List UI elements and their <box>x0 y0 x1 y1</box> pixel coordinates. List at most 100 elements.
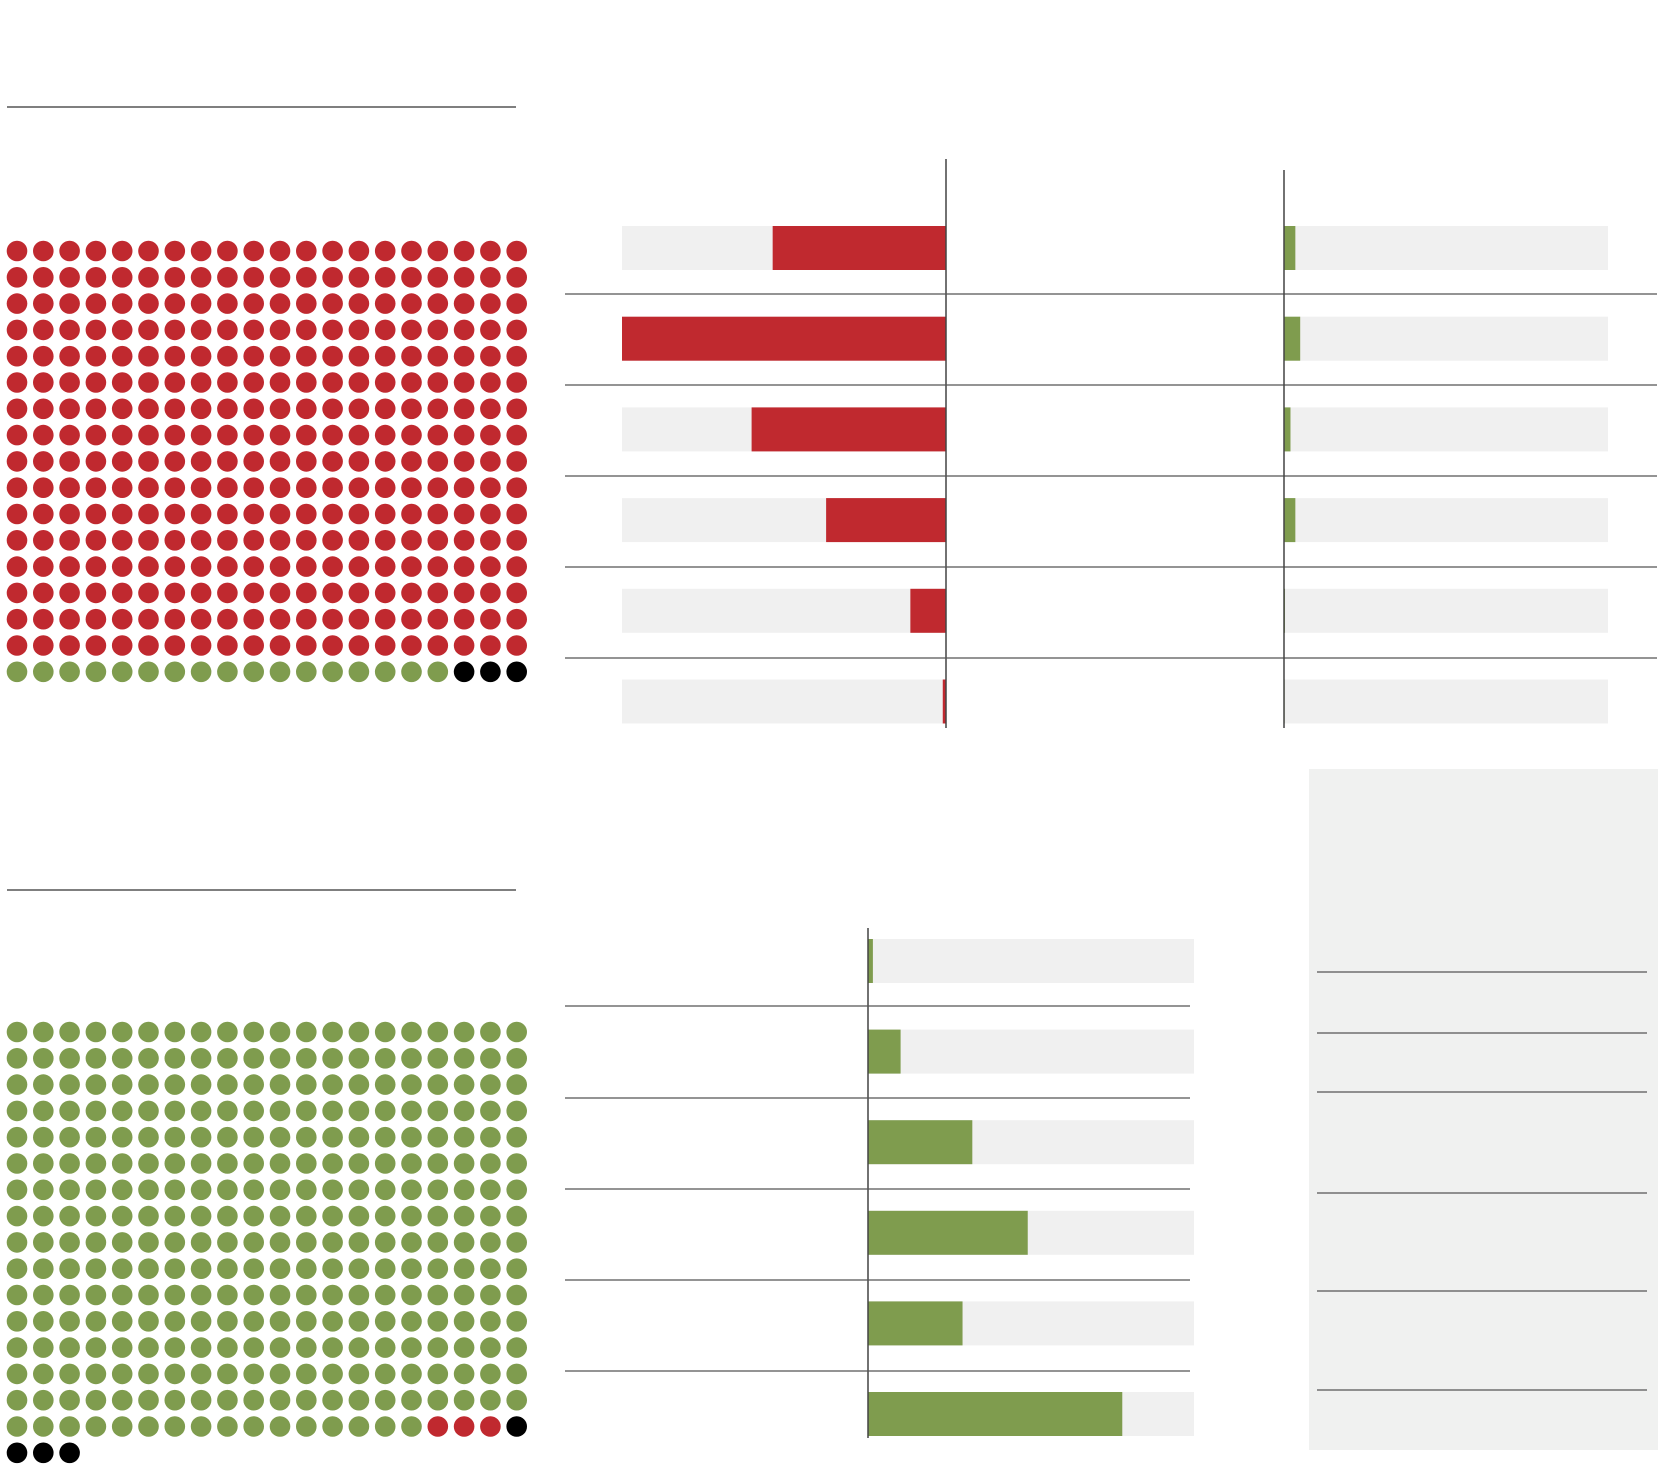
waffle-dot-green <box>59 1205 80 1227</box>
bar-bottom-track <box>868 1029 1194 1074</box>
bar-top-right-track <box>1284 316 1608 361</box>
waffle-dot-green <box>138 1232 159 1253</box>
waffle-dot-red <box>138 319 159 341</box>
waffle-dot-red <box>506 608 527 630</box>
waffle-dot-red <box>59 451 80 472</box>
waffle-dot-green <box>348 1337 370 1358</box>
waffle-dot-red <box>506 424 527 446</box>
waffle-dot-red <box>33 240 54 262</box>
waffle-dot-red <box>33 503 54 525</box>
waffle-dot-red <box>85 556 107 577</box>
waffle-dot-red <box>427 608 449 630</box>
waffle-dot-red <box>374 372 396 393</box>
waffle-dot-green <box>138 1074 159 1095</box>
waffle-dot-red <box>111 319 133 341</box>
waffle-dot-red <box>453 582 475 604</box>
waffle-dot-green <box>506 1389 527 1411</box>
waffle-dot-red <box>164 240 186 262</box>
waffle-dot-red <box>401 556 422 577</box>
waffle-dot-red <box>453 503 475 525</box>
waffle-dot-red <box>164 398 186 420</box>
waffle-dot-green <box>269 1179 291 1201</box>
waffle-dot-green <box>401 1074 422 1095</box>
waffle-dot-green <box>59 1389 80 1411</box>
waffle-dot-green <box>111 1048 133 1069</box>
waffle-dot-green <box>243 1363 264 1385</box>
bar-top-right-track <box>1284 407 1608 452</box>
waffle-dot-red <box>217 267 238 288</box>
waffle-dot-red <box>111 372 133 393</box>
waffle-dot-green <box>480 1048 501 1069</box>
waffle-dot-green <box>453 1337 475 1358</box>
waffle-dot-red <box>480 372 501 393</box>
waffle-dot-green <box>348 1389 370 1411</box>
waffle-dot-red <box>164 477 186 499</box>
waffle-dot-red <box>296 267 317 288</box>
waffle-dot-red <box>138 503 159 525</box>
waffle-dot-red <box>348 582 370 604</box>
waffle-dot-green <box>138 1363 159 1385</box>
waffle-dot-red <box>59 345 80 367</box>
waffle-dot-red <box>374 556 396 577</box>
waffle-dot-red <box>374 477 396 499</box>
waffle-dot-green <box>269 1232 291 1253</box>
waffle-dot-green <box>453 1179 475 1201</box>
waffle-dot-red <box>85 345 107 367</box>
waffle-dot-green <box>217 1048 238 1069</box>
bar-top-left-bar <box>622 316 946 361</box>
waffle-dot-green <box>85 1100 107 1122</box>
waffle-dot-green <box>374 1363 396 1385</box>
waffle-dot-red <box>269 345 291 367</box>
waffle-dot-green <box>348 1232 370 1253</box>
waffle-dot-green <box>322 1258 343 1279</box>
waffle-dot-red <box>480 451 501 472</box>
waffle-dot-red <box>269 608 291 630</box>
waffle-dot-black <box>59 1442 80 1464</box>
waffle-dot-green <box>111 661 133 683</box>
waffle-dot-green <box>190 1021 212 1043</box>
waffle-dot-green <box>322 1284 343 1306</box>
waffle-dot-green <box>296 661 317 683</box>
waffle-dot-green <box>296 1363 317 1385</box>
bar-bottom-track <box>868 939 1194 983</box>
waffle-dot-green <box>322 1048 343 1069</box>
waffle-dot-red <box>296 424 317 446</box>
waffle-dot-red <box>164 345 186 367</box>
waffle-dot-green <box>401 1337 422 1358</box>
waffle-dot-red <box>6 372 28 393</box>
waffle-dot-green <box>59 1363 80 1385</box>
waffle-dot-red <box>322 530 343 551</box>
waffle-dot-red <box>427 556 449 577</box>
waffle-dot-red <box>85 530 107 551</box>
waffle-dot-red <box>322 319 343 341</box>
waffle-dot-red <box>480 293 501 314</box>
waffle-dot-green <box>480 1363 501 1385</box>
waffle-dot-green <box>217 1100 238 1122</box>
waffle-dot-red <box>348 451 370 472</box>
waffle-dot-red <box>480 582 501 604</box>
waffle-dot-red <box>453 635 475 656</box>
waffle-dot-green <box>427 1337 449 1358</box>
waffle-dot-green <box>506 1363 527 1385</box>
waffle-dot-red <box>33 293 54 314</box>
waffle-dot-green <box>374 1100 396 1122</box>
waffle-dot-green <box>269 1100 291 1122</box>
waffle-dot-red <box>6 424 28 446</box>
waffle-dot-red <box>480 477 501 499</box>
waffle-dot-red <box>111 503 133 525</box>
waffle-dot-red <box>296 319 317 341</box>
waffle-dot-green <box>85 1048 107 1069</box>
waffle-dot-red <box>138 345 159 367</box>
waffle-dot-red <box>374 424 396 446</box>
waffle-dot-green <box>164 1363 186 1385</box>
waffle-dot-green <box>111 1232 133 1253</box>
waffle-dot-green <box>427 1232 449 1253</box>
waffle-dot-red <box>401 477 422 499</box>
waffle-dot-red <box>190 530 212 551</box>
waffle-dot-green <box>164 1284 186 1306</box>
waffle-dot-red <box>6 582 28 604</box>
waffle-dot-red <box>427 503 449 525</box>
waffle-dot-red <box>322 398 343 420</box>
waffle-dot-green <box>374 1232 396 1253</box>
waffle-dot-red <box>374 451 396 472</box>
